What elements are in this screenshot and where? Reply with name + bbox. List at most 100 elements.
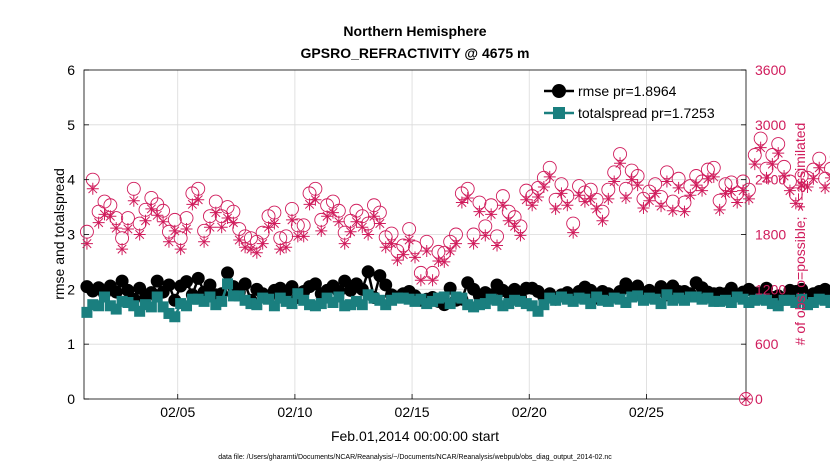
assimilated-point [344,225,357,238]
totalspread-point [684,291,696,303]
assimilated-point [385,237,398,250]
assimilated-point [760,171,773,184]
legend-totalspread-label: totalspread pr=1.7253 [578,105,715,121]
assimilated-point [801,180,814,193]
assimilated-point [473,205,486,218]
assimilated-point [461,191,474,204]
totalspread-point [87,299,99,311]
totalspread-point [514,295,526,307]
assimilated-point [332,215,345,228]
totalspread-point [99,291,111,303]
assimilated-point [145,202,158,215]
assimilated-point [514,229,527,242]
rmse-point [191,271,205,285]
assimilated-point [444,244,457,257]
totalspread-point [175,298,187,310]
totalspread-point [620,296,632,308]
assimilated-point [631,179,644,192]
totalspread-point [151,291,163,303]
assimilated-point [643,194,656,207]
assimilated-point [86,182,99,195]
assimilated-point [209,206,222,219]
assimilated-point [614,157,627,170]
assimilated-point [520,193,533,206]
totalspread-point [749,294,761,306]
y-right-tick-label: 1200 [755,281,786,297]
totalspread-point [409,295,421,307]
assimilated-point [274,243,287,256]
totalspread-point [743,296,755,308]
assimilated-point [268,217,281,230]
assimilated-point [362,228,375,241]
x-axis: 02/05 02/10 02/15 02/20 02/25 [160,394,664,420]
assimilated-point [742,192,755,205]
possible-point [739,392,753,406]
totalspread-point [690,291,702,303]
assimilated-point [180,223,193,236]
totalspread-point [719,294,731,306]
totalspread-point [145,301,157,313]
assimilated-point [596,214,609,227]
assimilated-point [496,199,509,212]
assimilated-point [326,206,339,219]
assimilated-point [379,241,392,254]
totalspread-point [274,292,286,304]
assimilated-point [561,199,574,212]
totalspread-point [755,293,767,305]
totalspread-point [667,294,679,306]
y-right-tick-label: 2400 [755,172,786,188]
x-tick-label: 02/10 [277,404,312,420]
totalspread-point [637,294,649,306]
y-left-tick-label: 2 [67,281,75,297]
assimilated-point [573,189,586,202]
assimilated-point [450,237,463,250]
totalspread-point [725,296,737,308]
totalspread-point [333,291,345,303]
totalspread-point [438,291,450,303]
totalspread-point [567,295,579,307]
totalspread-point [450,291,462,303]
totalspread-point [134,305,146,317]
y-left-tick-label: 5 [67,117,75,133]
rmse-point [760,281,774,295]
totalspread-point [327,296,339,308]
assimilated-point [356,221,369,234]
totalspread-point [491,294,503,306]
totalspread-point [198,295,210,307]
assimilated-point [672,181,685,194]
totalspread-point [181,300,193,312]
totalspread-point [602,295,614,307]
assimilated-point [532,191,545,204]
y-left-tick-label: 6 [67,62,75,78]
assimilated-point [719,187,732,200]
totalspread-point [696,293,708,305]
legend: rmse pr=1.8964 totalspread pr=1.7253 [544,83,715,121]
assimilated-point [819,181,830,194]
rmse-point [162,278,176,292]
totalspread-point [315,298,327,310]
totalspread-point [210,299,222,311]
assimilated-point [543,170,556,183]
assimilated-point [701,172,714,185]
totalspread-point [304,299,316,311]
totalspread-point [825,296,830,308]
assimilated-point [121,223,134,236]
totalspread-point [673,292,685,304]
assimilated-point [297,230,310,243]
assimilated-point [584,192,597,205]
rmse-point [443,281,457,295]
assimilated-point [602,192,615,205]
assimilated-point [309,193,322,206]
assimilated-point [321,210,334,223]
footnote: data file: /Users/gharamti/Documents/NCA… [218,454,612,461]
assimilated-point [608,175,621,188]
totalspread-point [608,292,620,304]
totalspread-point [116,295,128,307]
assimilated-point [98,208,111,221]
rmse-point [133,281,147,295]
totalspread-point [649,293,661,305]
totalspread-point [532,305,544,317]
totalspread-point [550,294,562,306]
x-tick-label: 02/15 [395,404,430,420]
totalspread-point [280,295,292,307]
